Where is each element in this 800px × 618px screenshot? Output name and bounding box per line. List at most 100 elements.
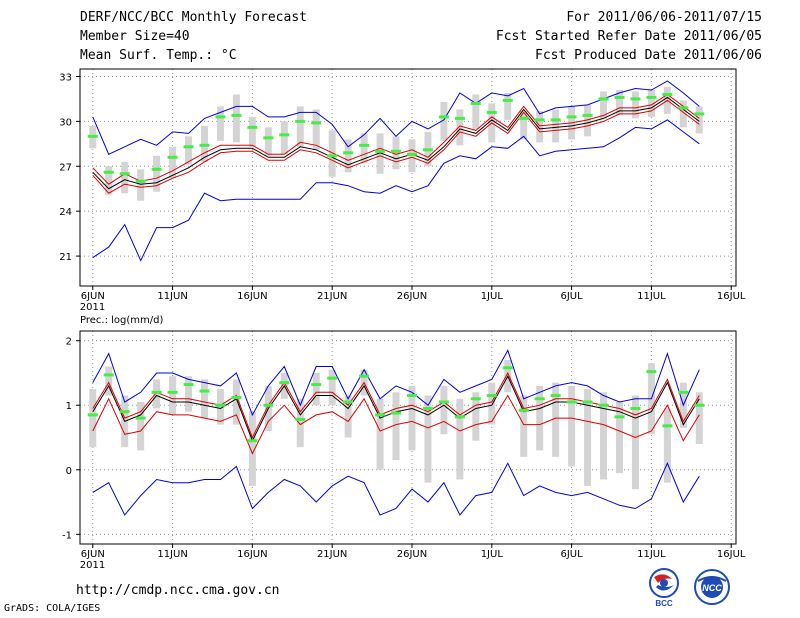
prec-ensemble-marker [119, 410, 130, 414]
prec-ensemble-marker [327, 376, 338, 380]
prec-xtick-label: 11JUL [637, 549, 666, 560]
prec-xtick-label: 1JUL [481, 549, 504, 560]
prec-ensemble-marker [151, 390, 162, 394]
temp-ensemble-marker [646, 95, 657, 99]
prec-spread-bar [344, 395, 352, 438]
prec-xtick-label: 16JUL [717, 549, 746, 560]
prec-spread-bar [615, 402, 623, 473]
prec-ensemble-marker [199, 389, 210, 393]
temp-ensemble-marker [598, 97, 609, 101]
temp-spread-bar [216, 106, 224, 141]
temp-xtick-label: 11JUL [637, 291, 666, 302]
prec-ensemble-marker [87, 413, 98, 417]
temp-spread-bar [185, 136, 193, 165]
prec-ensemble-marker [502, 366, 513, 370]
temp-ensemble-marker [486, 110, 497, 114]
ncc-logo-text: NCC [702, 583, 722, 593]
temp-spread-bar [615, 89, 623, 116]
temp-xtick-label: 16JUL [717, 291, 746, 302]
prec-spread-bar [153, 379, 161, 409]
temp-min-member-line [92, 99, 700, 194]
prec-ensemble-marker [454, 415, 465, 419]
prec-ensemble-marker [295, 417, 306, 421]
prec-spread-bar [392, 392, 400, 461]
prec-spread-bar [137, 402, 145, 451]
prec-ensemble-marker [518, 408, 529, 412]
temp-spread-bar [328, 130, 336, 177]
temp-spread-bar [504, 92, 512, 120]
prec-ensemble-marker [391, 411, 402, 415]
temp-spread-bar [695, 106, 703, 134]
prec-spread-bar [631, 395, 639, 490]
member-size: Member Size=40 [80, 29, 190, 44]
prec-spread-bar [89, 389, 97, 448]
prec-ytick-label: 1 [66, 401, 72, 412]
temp-ensemble-marker [470, 101, 481, 105]
prec-spread-bar [105, 366, 113, 396]
temp-ensemble-marker [103, 170, 114, 174]
prec-spread-bar [216, 389, 224, 425]
prec-ytick-label: -1 [62, 530, 72, 541]
temp-spread-bar [232, 94, 240, 143]
prec-min-line [92, 462, 700, 516]
prec-ensemble-marker [566, 400, 577, 404]
prec-xtick-label: 6JUN [81, 549, 105, 560]
temp-ensemble-marker [231, 113, 242, 117]
temp-spread-bar [280, 121, 288, 155]
temp-max-line [92, 80, 700, 155]
temp-panel: 21 24 27 30 33 6JUN 11JUN 16JUN 21JUN 26JUN 1JUL 6J… [59, 68, 746, 313]
chart-title: DERF/NCC/BCC Monthly Forecast [80, 10, 307, 25]
prec-xtick-label: 21JUN [317, 549, 347, 560]
forecast-started-date: Fcst Started Refer Date 2011/06/05 [495, 29, 762, 44]
temp-ensemble-marker [311, 121, 322, 125]
prec-spread-bar [520, 395, 528, 457]
temp-ytick-label: 24 [59, 207, 72, 218]
prec-mean-line [92, 371, 700, 439]
prec-ensemble-marker [406, 394, 417, 398]
temp-ensemble-marker [614, 95, 625, 99]
temp-spread-bar [520, 110, 528, 140]
temp-ytick-label: 30 [59, 117, 72, 128]
prec-spread-bar [328, 369, 336, 406]
temp-ensemble-marker [199, 143, 210, 147]
prec-spread-bar [185, 376, 193, 412]
prec-xtick-label: 26JUN [397, 549, 427, 560]
temp-ensemble-marker [343, 151, 354, 155]
temp-ensemble-marker [582, 113, 593, 117]
prec-ensemble-marker [662, 424, 673, 428]
temp-ensemble-marker [454, 116, 465, 120]
prec-xtick-label: 6JUL [560, 549, 583, 560]
prec-ensemble-marker [375, 413, 386, 417]
prec-spread-bar [695, 392, 703, 444]
prec-ensemble-marker [343, 400, 354, 404]
prec-spread-bar [456, 398, 464, 480]
temp-ensemble-marker [87, 134, 98, 138]
prec-ytick-label: 0 [66, 466, 72, 477]
prec-spread-bar [312, 372, 320, 406]
temp-spread-bar [456, 109, 464, 146]
temp-spread-bar [264, 127, 272, 156]
temp-year-label: 2011 [80, 302, 105, 313]
temp-ytick-label: 27 [59, 162, 72, 173]
prec-year-label: 2011 [80, 560, 105, 571]
prec-max-line [92, 349, 700, 417]
temp-xtick-label: 26JUN [397, 291, 427, 302]
temp-ensemble-marker [119, 172, 130, 176]
temp-ensemble-marker [662, 92, 673, 96]
temp-ensemble-marker [295, 119, 306, 123]
temp-ensemble-marker [263, 136, 274, 140]
temp-spread-bar [631, 91, 639, 119]
temp-ensemble-marker [135, 179, 146, 183]
variable-label: Mean Surf. Temp.: °C [80, 48, 237, 63]
temp-spread-bar [248, 116, 256, 147]
prec-ensemble-marker [598, 403, 609, 407]
temp-xtick-label: 6JUN [81, 291, 105, 302]
prec-ensemble-marker [263, 403, 274, 407]
temp-xtick-label: 11JUN [157, 291, 187, 302]
prec-spread-bar [663, 408, 671, 483]
temp-ensemble-marker [359, 143, 370, 147]
temp-ensemble-marker [327, 154, 338, 158]
temp-spread-bar [647, 89, 655, 117]
temp-ensemble-marker [694, 112, 705, 116]
